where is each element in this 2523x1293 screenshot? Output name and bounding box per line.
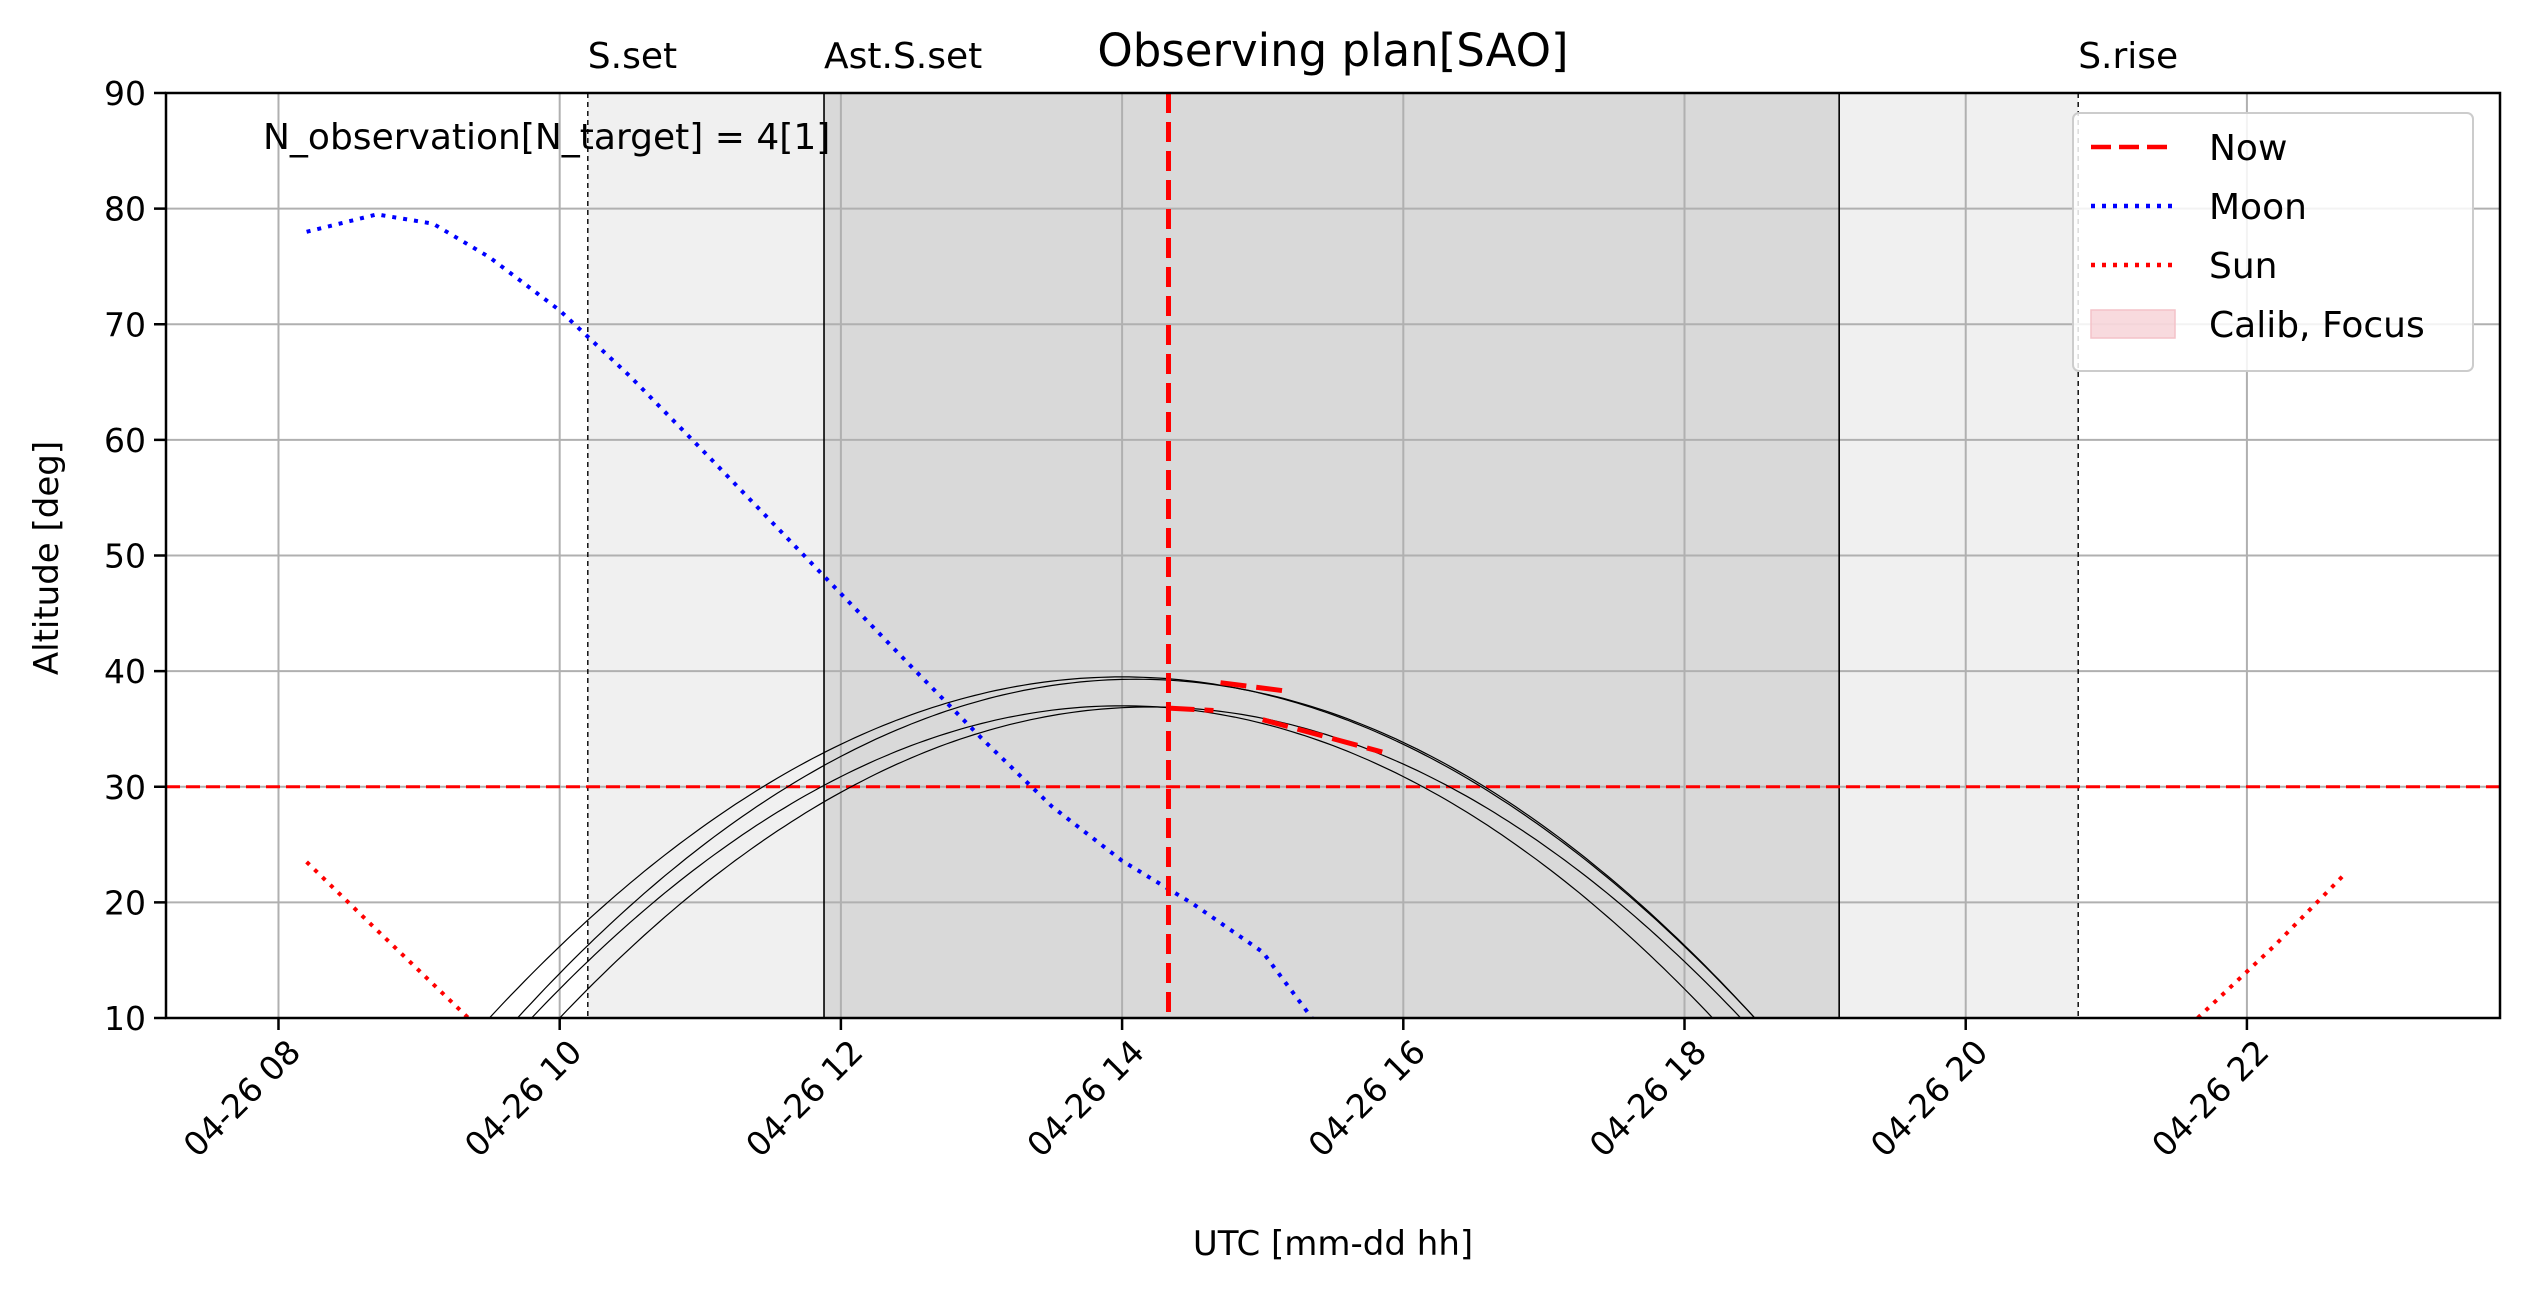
y-tick-label: 20	[104, 883, 146, 922]
legend-label: Calib, Focus	[2209, 305, 2425, 346]
y-tick-label: 40	[104, 652, 146, 691]
x-axis-label: UTC [mm-dd hh]	[1193, 1224, 1473, 1264]
x-tick-label: 04-26 14	[1019, 1032, 1151, 1164]
x-tick-label: 04-26 08	[176, 1032, 308, 1164]
legend: Now Moon Sun Calib, Focus	[2072, 112, 2474, 372]
scheduled-observation	[1168, 705, 1214, 713]
target-track	[531, 705, 1714, 1019]
event-label: S.rise	[2078, 36, 2178, 77]
altitude-curves	[305, 93, 2347, 1020]
target-track	[517, 678, 1756, 1019]
y-tick-label: 70	[104, 305, 146, 344]
y-axis-label: Altitude [deg]	[27, 441, 67, 675]
y-tick-label: 90	[104, 74, 146, 113]
legend-box	[2072, 112, 2474, 372]
legend-label: Sun	[2209, 246, 2277, 287]
scheduled-observation	[1220, 680, 1285, 694]
legend-swatch	[2090, 309, 2176, 339]
event-label: Ast.S.set	[824, 36, 982, 77]
y-tick-label: 10	[104, 999, 146, 1038]
x-tick-label: 04-26 22	[2144, 1032, 2276, 1164]
scheduled-observation	[1262, 717, 1383, 755]
y-tick-label: 30	[104, 768, 146, 807]
y-tick-label: 80	[104, 190, 146, 229]
x-tick-label: 04-26 10	[457, 1032, 589, 1164]
y-tick-label: 60	[104, 421, 146, 460]
event-labels: S.set Ast.S.set S.rise	[588, 36, 2178, 77]
event-label: S.set	[588, 36, 677, 77]
x-tick-label: 04-26 12	[738, 1032, 870, 1164]
moon-curve	[306, 212, 1314, 1020]
x-tick-label: 04-26 18	[1582, 1032, 1714, 1164]
chart-title: Observing plan[SAO]	[1097, 24, 1568, 77]
sun-curve	[305, 860, 470, 1020]
x-tick-label: 04-26 20	[1863, 1032, 1995, 1164]
target-track	[559, 706, 1742, 1019]
target-track	[488, 676, 1756, 1019]
sun-curve	[2196, 872, 2347, 1020]
y-tick-label: 50	[104, 537, 146, 576]
legend-label: Moon	[2209, 187, 2307, 228]
observation-count-annotation: N_observation[N_target] = 4[1]	[263, 117, 830, 158]
x-tick-label: 04-26 16	[1300, 1032, 1432, 1164]
legend-label: Now	[2209, 128, 2287, 169]
